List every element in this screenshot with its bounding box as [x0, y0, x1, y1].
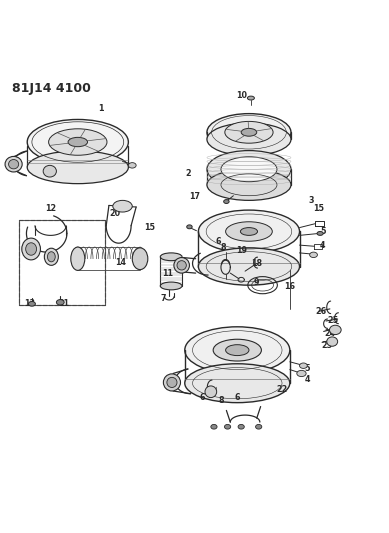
Text: 10: 10: [236, 91, 247, 100]
Text: 13: 13: [24, 299, 35, 308]
Ellipse shape: [207, 123, 291, 156]
Ellipse shape: [160, 253, 182, 261]
Ellipse shape: [71, 247, 85, 270]
Text: 23: 23: [321, 341, 332, 350]
Text: 5: 5: [305, 364, 310, 373]
Text: 7: 7: [161, 294, 166, 303]
Ellipse shape: [207, 114, 291, 151]
Ellipse shape: [198, 210, 300, 253]
Ellipse shape: [247, 96, 254, 100]
Ellipse shape: [47, 252, 55, 262]
Ellipse shape: [238, 424, 244, 429]
Text: 81J14 4100: 81J14 4100: [12, 82, 91, 95]
Ellipse shape: [9, 159, 19, 169]
Ellipse shape: [329, 325, 341, 335]
Ellipse shape: [207, 169, 291, 200]
Ellipse shape: [224, 199, 229, 204]
Ellipse shape: [213, 339, 261, 361]
Ellipse shape: [5, 156, 22, 172]
Ellipse shape: [26, 243, 37, 255]
Text: 11: 11: [162, 269, 173, 278]
Text: 15: 15: [314, 204, 324, 213]
Ellipse shape: [27, 151, 128, 184]
Text: 5: 5: [320, 227, 326, 236]
Ellipse shape: [43, 165, 56, 177]
Ellipse shape: [185, 327, 290, 374]
Text: 8: 8: [221, 244, 226, 252]
Ellipse shape: [132, 248, 148, 270]
Ellipse shape: [224, 424, 231, 429]
Text: 8: 8: [218, 396, 224, 405]
Ellipse shape: [185, 364, 290, 402]
Ellipse shape: [27, 119, 128, 165]
Text: 9: 9: [254, 278, 259, 287]
Text: 20: 20: [109, 209, 120, 219]
Text: 22: 22: [277, 384, 287, 393]
Ellipse shape: [128, 163, 136, 168]
Ellipse shape: [256, 424, 262, 429]
Ellipse shape: [297, 370, 306, 377]
Ellipse shape: [221, 157, 277, 182]
Ellipse shape: [68, 138, 88, 147]
Ellipse shape: [160, 282, 182, 290]
Ellipse shape: [49, 129, 107, 155]
Ellipse shape: [22, 238, 40, 260]
Text: 25: 25: [327, 317, 338, 326]
Ellipse shape: [56, 300, 64, 305]
Ellipse shape: [225, 122, 273, 143]
Ellipse shape: [241, 128, 257, 136]
Ellipse shape: [205, 386, 217, 398]
Ellipse shape: [167, 377, 177, 387]
Text: 21: 21: [59, 299, 70, 308]
Text: 15: 15: [144, 223, 155, 232]
Text: 16: 16: [284, 282, 295, 291]
Ellipse shape: [174, 257, 189, 273]
Text: 24: 24: [324, 329, 335, 338]
Ellipse shape: [310, 252, 317, 257]
Ellipse shape: [187, 225, 192, 229]
Ellipse shape: [226, 222, 272, 241]
Text: 6: 6: [200, 393, 205, 402]
Text: 19: 19: [236, 246, 247, 255]
Text: 18: 18: [251, 259, 262, 268]
Ellipse shape: [198, 248, 300, 285]
Bar: [19, 220, 105, 305]
Text: 6: 6: [235, 393, 240, 402]
Ellipse shape: [113, 200, 132, 212]
Ellipse shape: [207, 151, 291, 188]
Ellipse shape: [226, 345, 249, 356]
Ellipse shape: [327, 337, 338, 346]
Ellipse shape: [240, 228, 258, 236]
Ellipse shape: [177, 261, 186, 270]
Text: 26: 26: [315, 306, 326, 316]
Text: 4: 4: [320, 240, 326, 249]
Ellipse shape: [163, 374, 180, 391]
Text: 14: 14: [115, 258, 126, 267]
Ellipse shape: [300, 363, 307, 368]
Text: 17: 17: [189, 192, 200, 201]
Text: 4: 4: [305, 375, 310, 384]
Ellipse shape: [44, 248, 58, 265]
Ellipse shape: [211, 424, 217, 429]
Text: 6: 6: [215, 237, 221, 246]
Text: 3: 3: [308, 196, 314, 205]
Ellipse shape: [317, 231, 323, 236]
Text: 2: 2: [186, 168, 191, 177]
Text: 1: 1: [98, 104, 104, 114]
Ellipse shape: [28, 302, 35, 306]
Text: 12: 12: [45, 205, 56, 213]
